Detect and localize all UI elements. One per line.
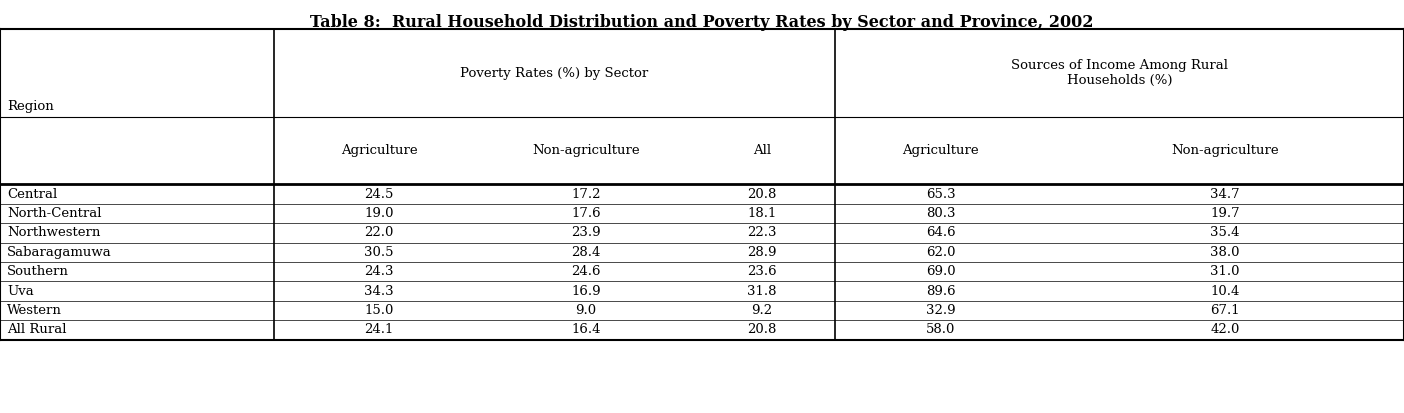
Text: 34.7: 34.7 (1210, 188, 1240, 201)
Text: Non-agriculture: Non-agriculture (1171, 145, 1279, 157)
Text: 64.6: 64.6 (925, 226, 956, 240)
Text: Northwestern: Northwestern (7, 226, 101, 240)
Text: 15.0: 15.0 (365, 304, 393, 317)
Text: All: All (753, 145, 771, 157)
Text: 30.5: 30.5 (364, 246, 395, 259)
Text: 69.0: 69.0 (925, 265, 956, 278)
Text: 58.0: 58.0 (927, 323, 955, 337)
Text: 18.1: 18.1 (747, 207, 776, 220)
Text: 24.5: 24.5 (365, 188, 393, 201)
Text: 17.6: 17.6 (571, 207, 601, 220)
Text: 32.9: 32.9 (925, 304, 956, 317)
Text: 31.0: 31.0 (1210, 265, 1240, 278)
Text: All Rural: All Rural (7, 323, 66, 337)
Text: Table 8:  Rural Household Distribution and Poverty Rates by Sector and Province,: Table 8: Rural Household Distribution an… (310, 14, 1094, 31)
Text: 16.4: 16.4 (571, 323, 601, 337)
Text: Sources of Income Among Rural
Households (%): Sources of Income Among Rural Households… (1011, 59, 1228, 87)
Text: 89.6: 89.6 (925, 285, 956, 298)
Text: Sabaragamuwa: Sabaragamuwa (7, 246, 112, 259)
Text: Western: Western (7, 304, 62, 317)
Text: 24.3: 24.3 (364, 265, 395, 278)
Text: 20.8: 20.8 (747, 323, 776, 337)
Text: 80.3: 80.3 (925, 207, 956, 220)
Text: 65.3: 65.3 (925, 188, 956, 201)
Text: Poverty Rates (%) by Sector: Poverty Rates (%) by Sector (461, 66, 649, 80)
Text: Region: Region (7, 100, 53, 113)
Text: Agriculture: Agriculture (341, 145, 417, 157)
Text: 23.6: 23.6 (747, 265, 776, 278)
Text: 10.4: 10.4 (1210, 285, 1240, 298)
Text: 38.0: 38.0 (1210, 246, 1240, 259)
Text: 28.4: 28.4 (571, 246, 601, 259)
Text: 31.8: 31.8 (747, 285, 776, 298)
Text: 9.0: 9.0 (576, 304, 597, 317)
Text: 22.0: 22.0 (365, 226, 393, 240)
Text: 19.7: 19.7 (1210, 207, 1240, 220)
Text: 34.3: 34.3 (364, 285, 395, 298)
Text: 19.0: 19.0 (364, 207, 395, 220)
Text: 20.8: 20.8 (747, 188, 776, 201)
Text: 24.6: 24.6 (571, 265, 601, 278)
Text: North-Central: North-Central (7, 207, 101, 220)
Text: 22.3: 22.3 (747, 226, 776, 240)
Text: 62.0: 62.0 (925, 246, 956, 259)
Text: 24.1: 24.1 (365, 323, 393, 337)
Text: Southern: Southern (7, 265, 69, 278)
Text: 9.2: 9.2 (751, 304, 772, 317)
Text: 28.9: 28.9 (747, 246, 776, 259)
Text: 23.9: 23.9 (571, 226, 601, 240)
Text: Central: Central (7, 188, 58, 201)
Text: Non-agriculture: Non-agriculture (532, 145, 640, 157)
Text: 17.2: 17.2 (571, 188, 601, 201)
Text: Uva: Uva (7, 285, 34, 298)
Text: 67.1: 67.1 (1210, 304, 1240, 317)
Text: 35.4: 35.4 (1210, 226, 1240, 240)
Text: Agriculture: Agriculture (903, 145, 979, 157)
Text: 42.0: 42.0 (1210, 323, 1240, 337)
Text: 16.9: 16.9 (571, 285, 601, 298)
